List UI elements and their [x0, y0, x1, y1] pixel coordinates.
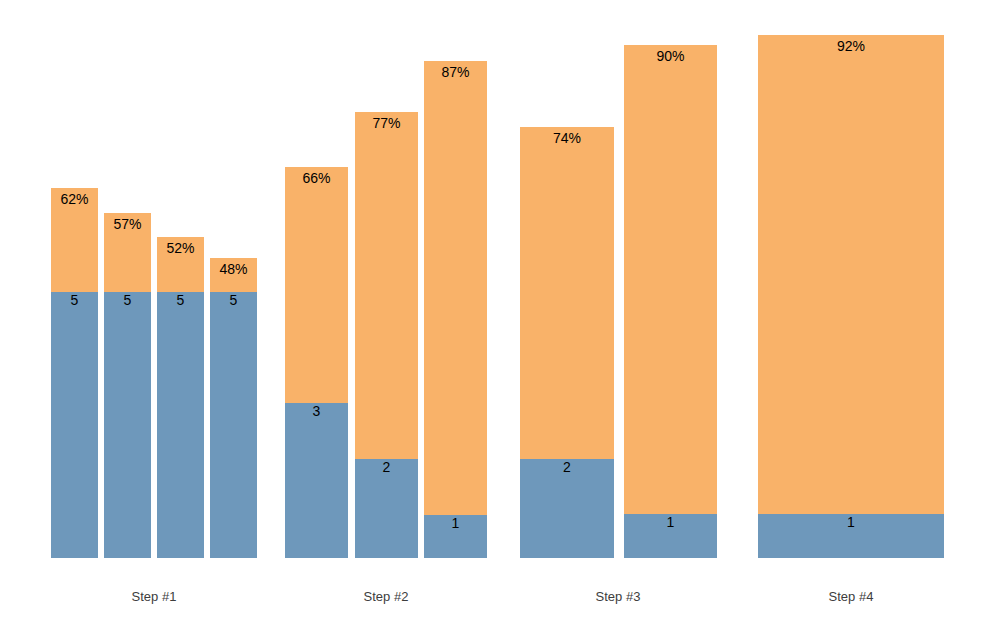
stacked-bar-plot: 62% 5 57% 5 52% 5 48% 5 Step #1 66% 3 77% 2 87% 1 Step …	[0, 0, 1000, 618]
count-label: 1	[452, 516, 460, 531]
percent-label: 66%	[302, 171, 330, 186]
bar-segment-base: 2	[520, 459, 614, 558]
count-label: 5	[230, 293, 238, 308]
bar-segment-base: 5	[104, 292, 151, 558]
bar-segment-top: 57%	[104, 213, 151, 292]
bar-segment-top: 87%	[424, 61, 487, 515]
count-label: 2	[563, 460, 571, 475]
percent-label: 90%	[656, 49, 684, 64]
stacked-bar: 52% 5	[157, 237, 204, 558]
stacked-bar: 74% 2	[520, 127, 614, 558]
bar-segment-top: 92%	[758, 35, 944, 514]
percent-label: 77%	[372, 116, 400, 131]
bar-segment-base: 1	[624, 514, 717, 558]
bar-segment-top: 66%	[285, 167, 348, 403]
bar-segment-base: 2	[355, 459, 418, 558]
count-label: 5	[71, 293, 79, 308]
stacked-bar: 77% 2	[355, 112, 418, 558]
bar-segment-base: 5	[157, 292, 204, 558]
stacked-bar: 66% 3	[285, 167, 348, 558]
bar-segment-top: 62%	[51, 188, 98, 292]
count-label: 5	[124, 293, 132, 308]
bar-segment-top: 77%	[355, 112, 418, 459]
bar-segment-base: 1	[758, 514, 944, 558]
stacked-bar: 57% 5	[104, 213, 151, 558]
percent-label: 62%	[60, 192, 88, 207]
stacked-bar: 62% 5	[51, 188, 98, 558]
percent-label: 92%	[837, 39, 865, 54]
bar-segment-base: 5	[51, 292, 98, 558]
bar-segment-base: 5	[210, 292, 257, 558]
bar-segment-base: 3	[285, 403, 348, 558]
count-label: 3	[313, 404, 321, 419]
funnel-chart: 62% 5 57% 5 52% 5 48% 5 Step #1 66% 3 77% 2 87% 1 Step …	[0, 0, 1000, 618]
group-label: Step #2	[364, 589, 409, 604]
group-label: Step #3	[596, 589, 641, 604]
count-label: 5	[177, 293, 185, 308]
bar-segment-top: 90%	[624, 45, 717, 514]
percent-label: 48%	[219, 262, 247, 277]
count-label: 1	[847, 515, 855, 530]
stacked-bar: 92% 1	[758, 35, 944, 558]
stacked-bar: 87% 1	[424, 61, 487, 558]
bar-segment-base: 1	[424, 515, 487, 558]
count-label: 1	[667, 515, 675, 530]
bar-segment-top: 52%	[157, 237, 204, 292]
stacked-bar: 90% 1	[624, 45, 717, 558]
bar-segment-top: 74%	[520, 127, 614, 459]
group-label: Step #4	[829, 589, 874, 604]
group-label: Step #1	[132, 589, 177, 604]
percent-label: 52%	[166, 241, 194, 256]
count-label: 2	[383, 460, 391, 475]
percent-label: 74%	[553, 131, 581, 146]
percent-label: 87%	[441, 65, 469, 80]
percent-label: 57%	[113, 217, 141, 232]
bar-segment-top: 48%	[210, 258, 257, 292]
stacked-bar: 48% 5	[210, 258, 257, 558]
